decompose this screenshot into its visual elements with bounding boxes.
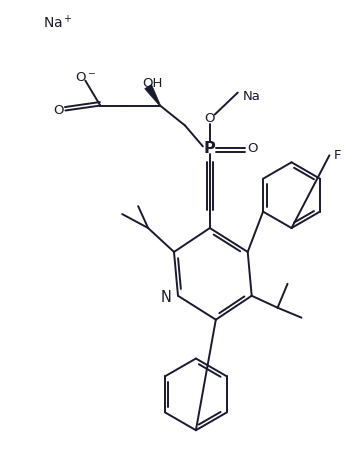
Text: P: P bbox=[204, 141, 216, 156]
Text: Na$^+$: Na$^+$ bbox=[42, 14, 72, 32]
Text: OH: OH bbox=[142, 77, 162, 90]
Text: F: F bbox=[334, 149, 341, 162]
Text: O: O bbox=[247, 142, 258, 155]
Text: O$^-$: O$^-$ bbox=[75, 71, 96, 84]
Text: O: O bbox=[53, 104, 64, 117]
Polygon shape bbox=[145, 84, 160, 106]
Text: Na: Na bbox=[243, 90, 261, 103]
Text: N: N bbox=[160, 290, 171, 305]
Text: O: O bbox=[205, 112, 215, 125]
